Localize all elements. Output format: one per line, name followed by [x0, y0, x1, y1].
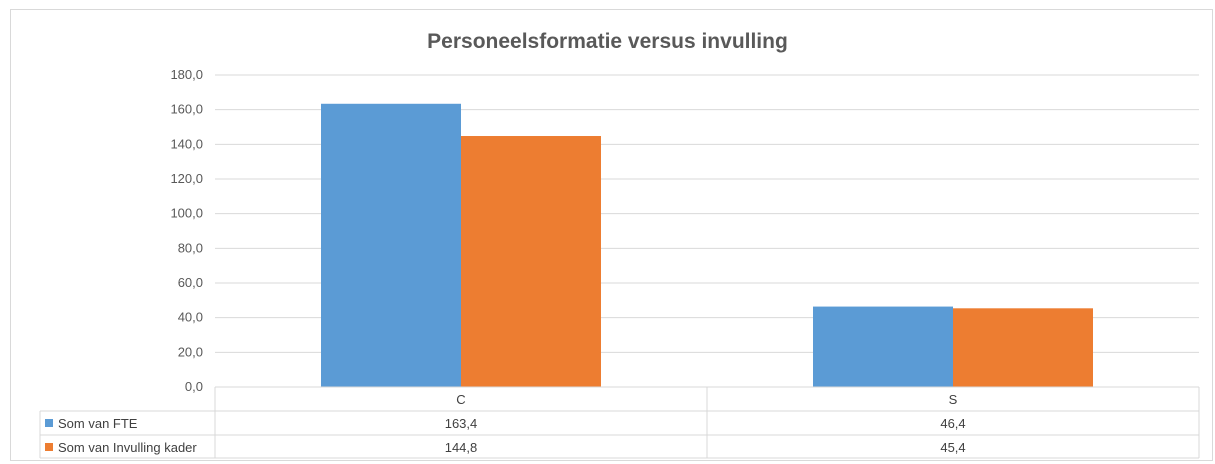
y-tick-label: 140,0 [170, 136, 203, 151]
data-label: 46,4 [940, 416, 965, 431]
y-tick-label: 180,0 [170, 67, 203, 82]
bar-som-van-invulling-kader-c [461, 136, 601, 387]
y-tick-label: 120,0 [170, 171, 203, 186]
bar-som-van-fte-s [813, 306, 953, 387]
data-label: 163,4 [445, 416, 478, 431]
legend-swatch [45, 443, 53, 451]
bar-som-van-invulling-kader-s [953, 308, 1093, 387]
y-tick-label: 100,0 [170, 206, 203, 221]
data-label: 45,4 [940, 440, 965, 455]
bar-som-van-fte-c [321, 103, 461, 388]
y-tick-label: 80,0 [178, 240, 203, 255]
data-label: 144,8 [445, 440, 478, 455]
y-tick-label: 160,0 [170, 102, 203, 117]
y-tick-label: 60,0 [178, 275, 203, 290]
legend-label: Som van Invulling kader [58, 440, 197, 455]
y-tick-label: 0,0 [185, 379, 203, 394]
x-tick-label: S [949, 392, 958, 407]
x-tick-label: C [456, 392, 465, 407]
legend-swatch [45, 419, 53, 427]
y-tick-label: 40,0 [178, 310, 203, 325]
legend-label: Som van FTE [58, 416, 138, 431]
y-tick-label: 20,0 [178, 344, 203, 359]
chart-title: Personeelsformatie versus invulling [427, 30, 788, 53]
